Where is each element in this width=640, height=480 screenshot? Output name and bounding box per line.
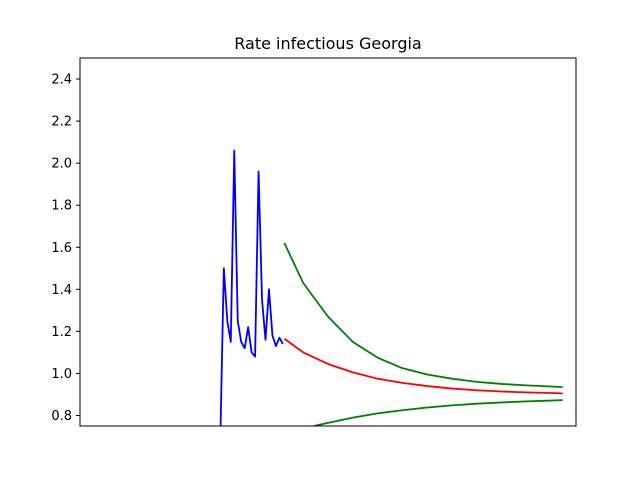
y-tick-label: 1.6 <box>51 241 72 256</box>
chart-title: Rate infectious Georgia <box>234 34 421 53</box>
y-tick-label: 2.0 <box>51 157 72 172</box>
series-line-4 <box>310 399 563 426</box>
y-tick-label: 1.4 <box>51 283 72 298</box>
plot-area-series <box>219 149 563 426</box>
y-tick-label: 0.8 <box>51 409 72 424</box>
plot-frame <box>79 57 577 427</box>
y-tick-label: 1.8 <box>51 199 72 214</box>
y-tick-label: 1.0 <box>51 367 72 382</box>
series-line-3 <box>283 242 563 388</box>
y-tick-label: 2.2 <box>51 115 72 130</box>
series-line-1 <box>219 149 284 426</box>
y-axis-ticks: 0.8 1.0 1.2 1.4 1.6 1.8 2.0 2.2 2.4 <box>51 73 80 424</box>
series-line-2 <box>283 338 563 395</box>
y-tick-label: 2.4 <box>51 73 72 88</box>
y-tick-label: 1.2 <box>51 325 72 340</box>
